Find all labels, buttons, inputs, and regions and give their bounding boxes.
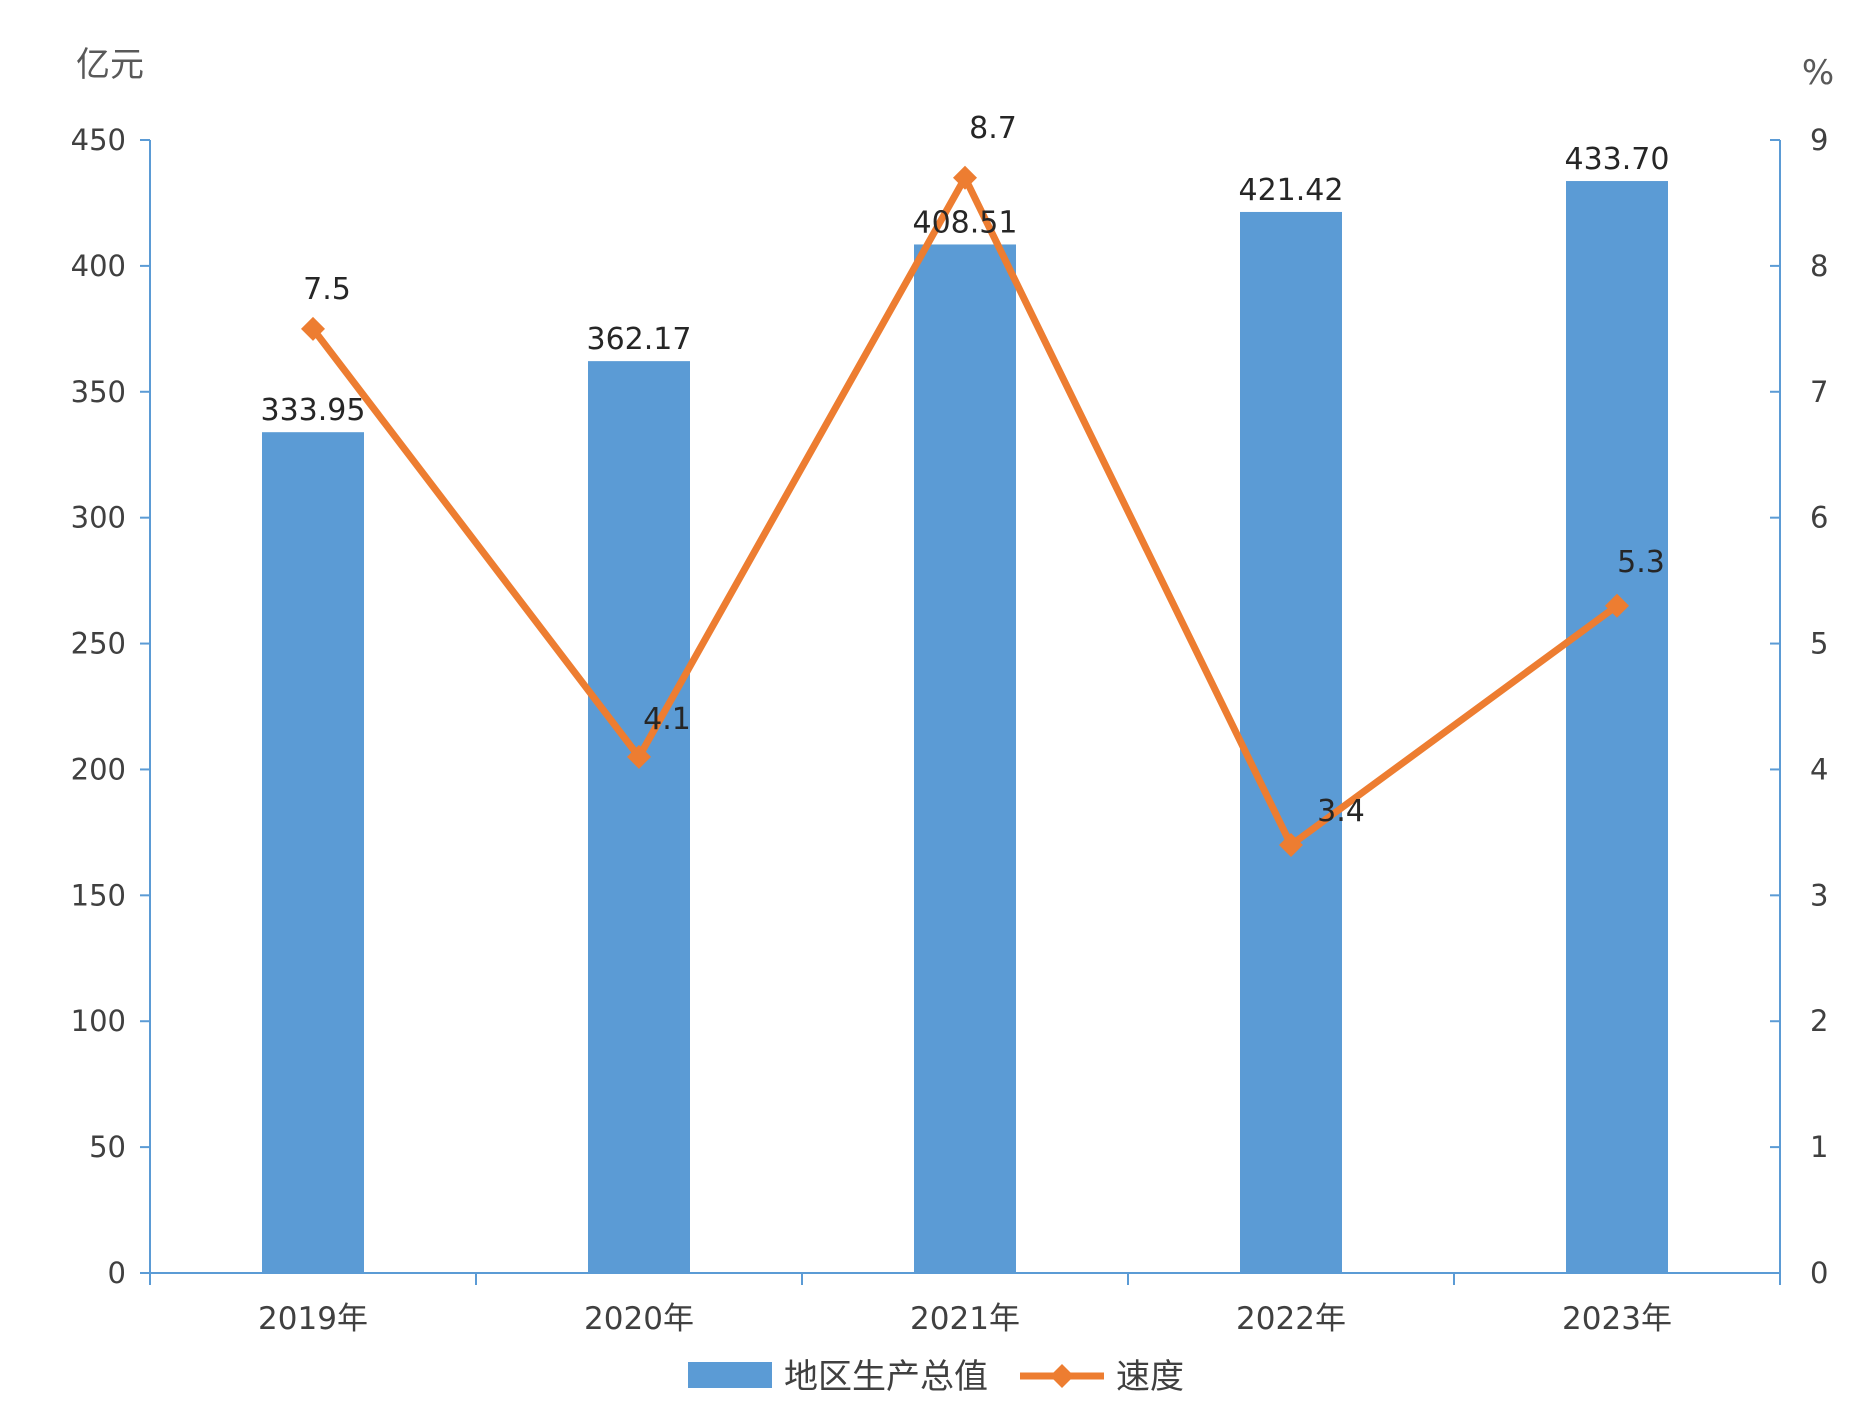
- line-point-2019年: [301, 316, 325, 341]
- line-data-label: 3.4: [1317, 794, 1365, 829]
- y-left-tick-label: 450: [71, 123, 126, 157]
- y-left-tick-label: 100: [71, 1004, 126, 1038]
- y-right-unit-label: %: [1802, 53, 1834, 93]
- legend: 地区生产总值 速度: [688, 1357, 1184, 1397]
- y-right-tick-label: 9: [1810, 123, 1828, 157]
- bar-2019年: [262, 432, 364, 1273]
- y-left-tick-label: 50: [89, 1130, 126, 1164]
- legend-swatch-speed-marker: [1050, 1364, 1074, 1388]
- x-tick-label: 2020年: [584, 1301, 694, 1337]
- y-right-tick-label: 0: [1810, 1256, 1828, 1290]
- y-left-unit-label: 亿元: [76, 45, 144, 85]
- y-right-tick-label: 2: [1810, 1004, 1828, 1038]
- y-left-tick-label: 300: [71, 501, 126, 535]
- line-point-2021年: [953, 165, 977, 190]
- x-tick-label: 2022年: [1236, 1301, 1346, 1337]
- line-data-label: 5.3: [1617, 545, 1665, 580]
- y-right-tick-label: 7: [1810, 375, 1828, 409]
- y-left-tick-label: 350: [71, 375, 126, 409]
- bar-data-label: 408.51: [913, 205, 1018, 240]
- bars-layer: [262, 181, 1668, 1273]
- y-left-tick-label: 400: [71, 249, 126, 283]
- bar-2022年: [1240, 211, 1342, 1273]
- x-tick-label: 2021年: [910, 1301, 1020, 1337]
- line-layer: [301, 165, 1629, 857]
- line-point-2023年: [1605, 593, 1629, 618]
- legend-label-speed: 速度: [1116, 1357, 1184, 1397]
- y-right-tick-label: 1: [1810, 1130, 1828, 1164]
- axes-layer: 0 50 100 150 200 250 300 350 400 450 0 1 2 3 4 5 6 7 8 9 201…: [71, 45, 1835, 1337]
- bar-2023年: [1566, 181, 1668, 1273]
- line-point-2020年: [627, 744, 651, 769]
- y-right-tick-label: 5: [1810, 627, 1828, 661]
- bar-2020年: [588, 361, 690, 1273]
- line-point-2022年: [1279, 832, 1303, 857]
- y-left-tick-label: 0: [108, 1256, 126, 1290]
- labels-layer: 333.95 362.17 408.51 421.42 433.70 7.5 4.1 8.7 3…: [261, 111, 1670, 829]
- y-left-tick-label: 150: [71, 878, 126, 912]
- line-data-label: 4.1: [643, 702, 691, 737]
- y-right-tick-label: 6: [1810, 501, 1828, 535]
- x-tick-label: 2019年: [258, 1301, 368, 1337]
- legend-label-gdp: 地区生产总值: [784, 1357, 988, 1397]
- y-right-tick-label: 8: [1810, 249, 1828, 283]
- x-tick-label: 2023年: [1562, 1301, 1672, 1337]
- bar-data-label: 333.95: [261, 393, 366, 428]
- line-data-label: 7.5: [303, 272, 351, 307]
- y-left-tick-label: 200: [71, 752, 126, 786]
- y-right-tick-label: 3: [1810, 878, 1828, 912]
- legend-swatch-gdp: [688, 1362, 772, 1388]
- bar-data-label: 362.17: [587, 322, 692, 357]
- bar-2021年: [914, 244, 1016, 1273]
- y-right-tick-label: 4: [1810, 752, 1828, 786]
- y-left-tick-label: 250: [71, 627, 126, 661]
- line-data-label: 8.7: [969, 111, 1017, 146]
- bar-data-label: 433.70: [1565, 142, 1670, 177]
- bar-data-label: 421.42: [1239, 173, 1344, 208]
